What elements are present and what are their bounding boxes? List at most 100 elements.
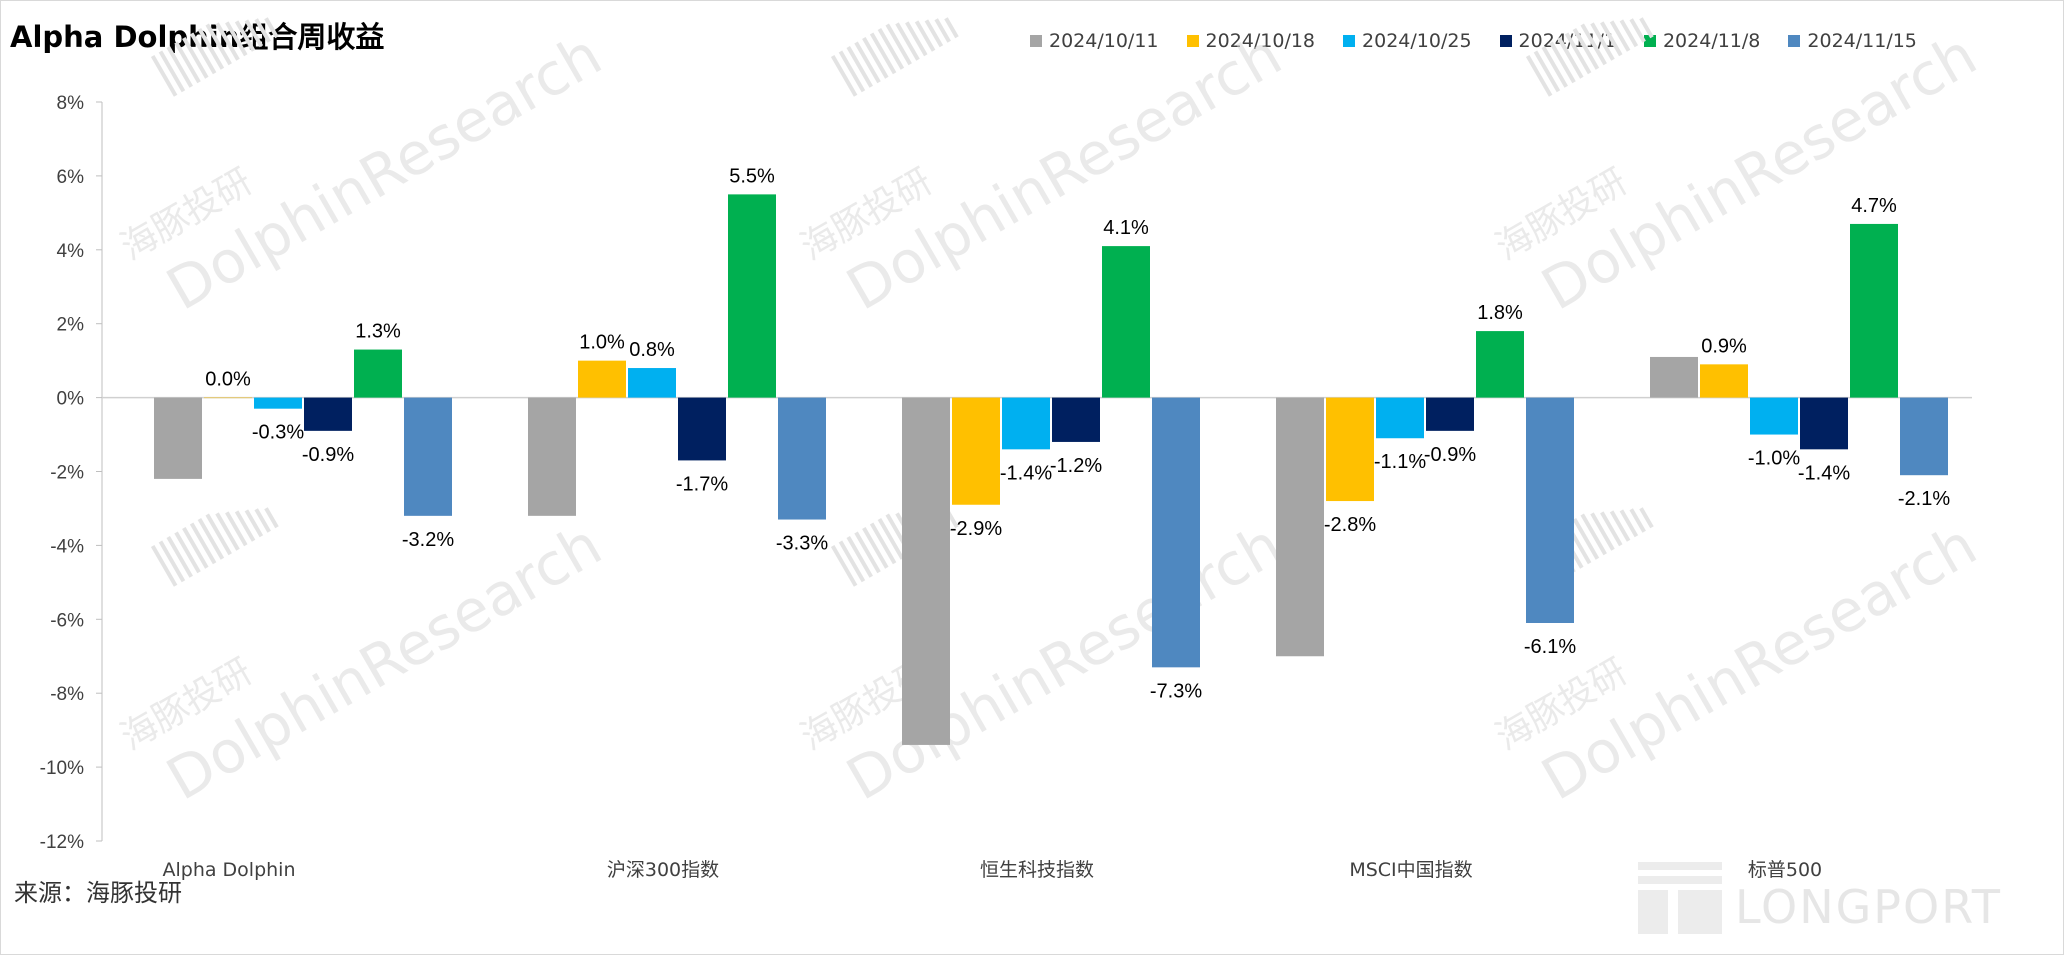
watermark-bar (1639, 507, 1654, 529)
data-label: -1.1% (1374, 451, 1426, 473)
y-tick-label: -8% (50, 684, 84, 705)
watermark-bar (225, 511, 248, 547)
watermark-bar (182, 36, 209, 79)
legend-item: 2024/10/18 (1186, 30, 1316, 52)
y-tick-label: -12% (40, 832, 84, 853)
bar (304, 397, 352, 431)
watermark-bar (869, 522, 897, 565)
y-tick-label: -6% (50, 610, 84, 631)
watermark-bar (862, 36, 889, 79)
watermark-bar (1590, 512, 1615, 551)
data-label: -7.3% (1150, 680, 1202, 702)
legend-label: 2024/10/18 (1205, 30, 1316, 52)
watermark-bar (150, 544, 178, 587)
legend-label: 2024/10/11 (1049, 30, 1159, 52)
data-label: 1.0% (579, 332, 625, 354)
watermark-bar (1600, 21, 1623, 57)
longport-logo-icon (1638, 862, 1722, 934)
category-label: Alpha Dolphin (162, 859, 295, 881)
watermark-bar (1572, 517, 1600, 560)
watermark-bar (254, 508, 271, 533)
data-label: 4.7% (1851, 195, 1897, 217)
watermark-bar (914, 20, 936, 52)
y-tick-label: 0% (57, 389, 85, 410)
category-label: 恒生科技指数 (980, 859, 1094, 881)
watermark-bar (934, 18, 951, 43)
bar (678, 397, 726, 461)
y-tick-label: 6% (57, 167, 85, 188)
data-label: -1.4% (1000, 462, 1052, 484)
watermark-bar (838, 540, 866, 583)
data-label: -6.1% (1524, 636, 1576, 658)
legend-item: 2024/11/15 (1788, 30, 1917, 52)
legend-item: 2024/11/1 (1499, 30, 1616, 52)
watermark-bar (1609, 20, 1631, 52)
watermark-bar (1629, 508, 1646, 533)
data-label: -1.4% (1798, 462, 1850, 484)
data-label: 0.0% (205, 369, 251, 391)
bar (1052, 397, 1100, 442)
watermark-bar (150, 54, 178, 97)
legend-label: 2024/11/15 (1807, 30, 1917, 52)
watermark-bar (189, 32, 217, 75)
watermark-bar (197, 517, 225, 560)
watermark-bar (830, 54, 858, 97)
watermark-bar (869, 32, 897, 75)
watermark-bar (158, 50, 186, 93)
data-label: -2.9% (950, 518, 1002, 540)
bar (1002, 397, 1050, 450)
watermark-bar (244, 19, 264, 48)
watermark-bar (174, 531, 201, 574)
watermark-bar (1580, 23, 1607, 66)
watermark-bar (215, 512, 240, 551)
y-tick-label: -10% (40, 758, 84, 779)
data-label: -1.2% (1050, 455, 1102, 477)
data-label: -3.3% (776, 533, 828, 555)
data-label: 0.9% (1701, 335, 1747, 357)
watermark-bar (1557, 36, 1584, 79)
chart-title: Alpha Dolphin组合周收益 (10, 20, 385, 54)
watermark-bar (234, 20, 256, 52)
watermark-bar (166, 45, 193, 88)
bar (528, 397, 576, 516)
legend-swatch (1186, 35, 1199, 47)
watermark-bar (895, 22, 920, 61)
watermark-bar (1619, 509, 1639, 538)
watermark-bar (1564, 32, 1592, 75)
bar (1326, 397, 1374, 502)
watermark-bar (174, 41, 201, 84)
legend-swatch (1643, 35, 1656, 47)
legend-label: 2024/11/1 (1518, 30, 1616, 52)
bar (1650, 356, 1698, 398)
y-tick-label: -2% (50, 463, 84, 484)
bar (1426, 397, 1474, 431)
y-tick-label: 8% (57, 93, 85, 114)
bar (354, 349, 402, 398)
watermark-bar (1525, 54, 1553, 97)
data-label: -0.9% (302, 444, 354, 466)
watermark-bar (234, 510, 256, 542)
source-note: 来源：海豚投研 (14, 879, 182, 907)
bar (1276, 397, 1324, 657)
bar (628, 368, 676, 398)
watermark-bar (877, 517, 905, 560)
legend-item: 2024/10/25 (1343, 30, 1472, 52)
watermark-bar (197, 27, 225, 70)
watermark-bar (166, 535, 193, 578)
watermark-bar (158, 540, 186, 583)
bar (778, 397, 826, 520)
watermark-bar (854, 41, 881, 84)
legend-item: 2024/10/11 (1030, 30, 1159, 52)
data-label: -0.3% (252, 422, 304, 444)
watermark-bar (830, 544, 858, 587)
bar (578, 360, 626, 398)
watermark-bar (1541, 45, 1568, 88)
watermark-bar (182, 526, 209, 569)
longport-logo-text: LONGPORT (1735, 880, 2002, 934)
legend-swatch (1788, 35, 1801, 47)
legend: 2024/10/11 2024/10/18 2024/10/25 2024/11/1 2… (1030, 30, 1945, 52)
watermark-bar (885, 23, 912, 66)
y-tick-label: 2% (57, 315, 85, 336)
